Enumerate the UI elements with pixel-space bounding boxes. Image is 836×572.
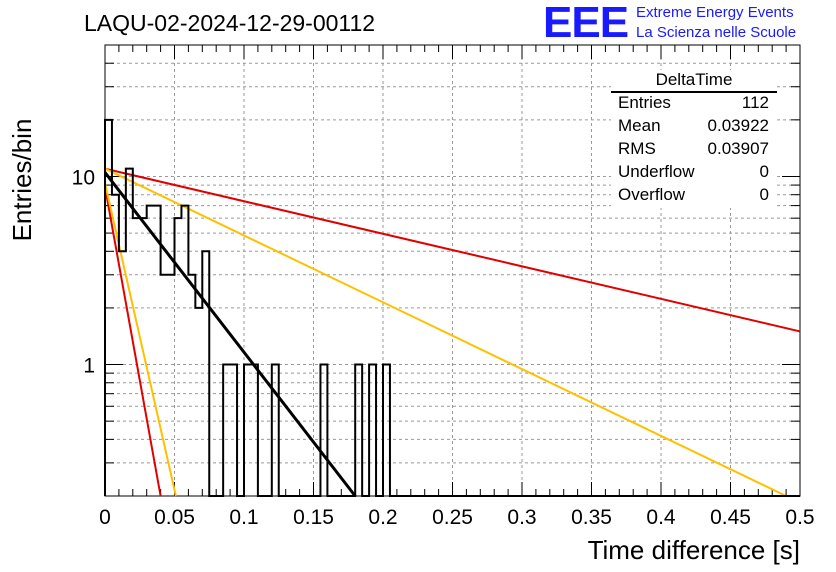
stats-row-entries: Entries 112: [618, 93, 769, 115]
y-tick-label: 1: [83, 355, 95, 378]
fit-curves: [103, 167, 801, 497]
x-tick-label: 0: [99, 506, 111, 529]
x-tick-label: 0.15: [293, 506, 334, 529]
grid: [105, 45, 800, 496]
logo-subtitle-2: La Scienza nelle Scuole: [636, 24, 797, 41]
x-tick-label: 0.2: [368, 506, 397, 529]
y-axis-label: Entries/bin: [7, 119, 37, 242]
stats-label: Overflow: [618, 185, 686, 204]
fit-line-2: [104, 167, 787, 497]
fit-line-1: [104, 167, 801, 333]
histogram-bins: [104, 118, 800, 497]
stats-label: Underflow: [618, 162, 695, 181]
eee-logo: EEE: [543, 0, 629, 47]
axes: 0 0.05 0.1 0.15 0.2 0.25 0.3 0.35 0.4 0.45 0.5 1 10: [72, 45, 815, 529]
y-tick-label: 10: [72, 166, 95, 189]
x-tick-label: 0.5: [785, 506, 814, 529]
stats-row-overflow: Overflow 0: [618, 185, 769, 207]
stats-label: Entries: [618, 93, 671, 112]
stats-value: 0: [759, 162, 769, 181]
histogram-series: [104, 118, 800, 497]
stats-label: RMS: [618, 139, 656, 158]
fit-line-0: [103, 171, 357, 497]
stats-title-underline: [611, 91, 777, 93]
stats-value: 0: [759, 185, 769, 204]
stats-row-rms: RMS 0.03907: [618, 139, 769, 161]
x-axis-label: Time difference [s]: [588, 535, 800, 565]
stats-box: DeltaTime Entries 112 Mean 0.03922 RMS 0…: [611, 70, 777, 208]
stats-value: 112: [741, 93, 769, 112]
x-tick-label: 0.35: [571, 506, 612, 529]
logo-subtitle-1: Extreme Energy Events: [636, 4, 794, 21]
x-tick-label: 0.4: [646, 506, 676, 529]
run-title: LAQU-02-2024-12-29-00112: [84, 10, 376, 36]
x-tick-label: 0.1: [229, 506, 258, 529]
x-tick-label: 0.45: [710, 506, 751, 529]
x-tick-label: 0.25: [432, 506, 473, 529]
stats-title: DeltaTime: [655, 70, 733, 89]
x-tick-label: 0.3: [507, 506, 536, 529]
stats-row-underflow: Underflow 0: [618, 162, 769, 184]
fit-line-3: [104, 186, 162, 497]
stats-value: 0.03907: [707, 139, 769, 158]
fit-line-4: [104, 183, 177, 497]
stats-value: 0.03922: [707, 116, 769, 135]
x-tick-label: 0.05: [154, 506, 195, 529]
stats-row-mean: Mean 0.03922: [618, 116, 769, 138]
stats-label: Mean: [618, 116, 661, 135]
